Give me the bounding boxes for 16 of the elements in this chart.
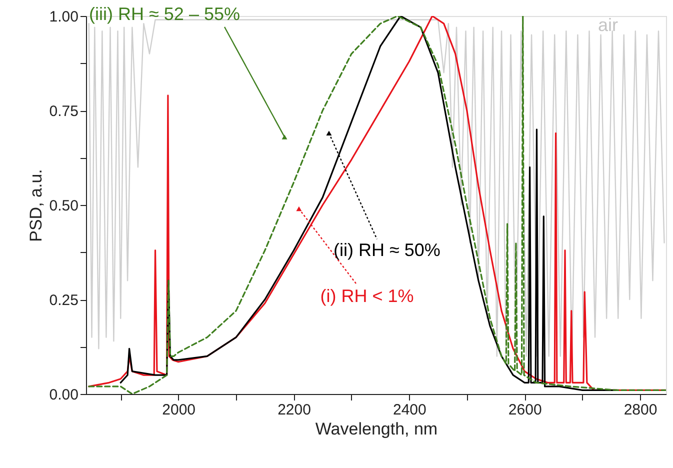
y-tick-label: 0.50 [49,198,78,214]
y-tick-label: 0.75 [49,103,78,120]
x-tick-label: 2600 [508,402,542,418]
x-tick-label: 2800 [624,402,658,418]
y-tick-label: 0.25 [49,292,78,309]
annotation: (ii) RH ≈ 50% [334,240,440,260]
annotation: (i) RH < 1% [320,286,414,306]
x-tick-label: 2400 [392,402,426,418]
annotation: (iii) RH ≈ 52 – 55% [89,4,240,24]
y-axis-title: PSD, a.u. [26,169,46,242]
x-axis-title: Wavelength, nm [315,420,438,438]
x-tick-label: 2200 [278,402,311,418]
y-tick-label: 1.00 [49,8,78,26]
y-tick-label: 0.00 [49,386,78,404]
x-tick-label: 2000 [162,402,196,418]
series-label: air [598,15,618,35]
